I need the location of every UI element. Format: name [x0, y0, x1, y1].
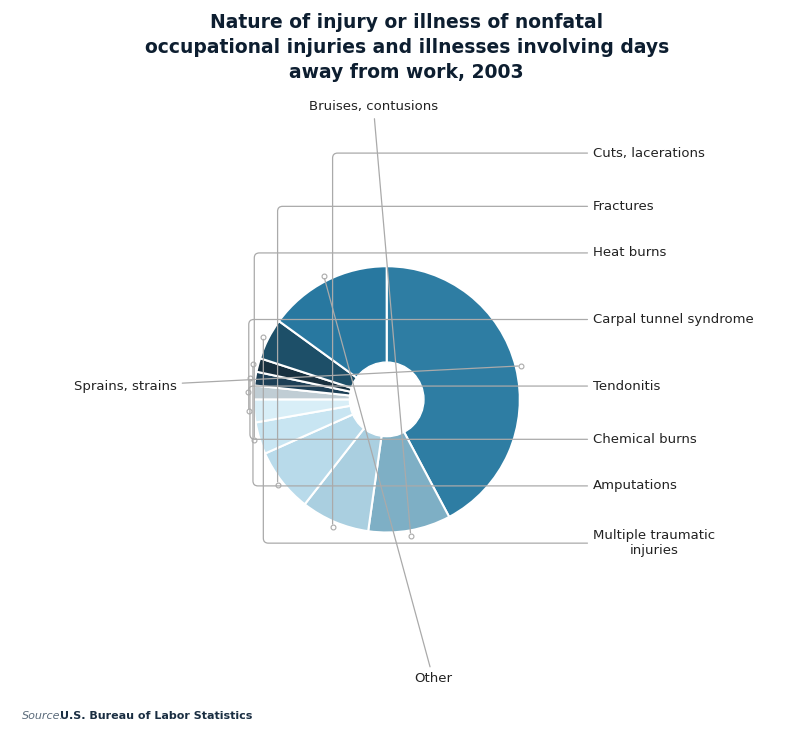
- Wedge shape: [254, 385, 386, 399]
- Text: Sprains, strains: Sprains, strains: [74, 366, 518, 393]
- Wedge shape: [305, 399, 386, 531]
- Wedge shape: [254, 372, 386, 399]
- Text: Heat burns: Heat burns: [254, 246, 666, 437]
- Text: Nature of injury or illness of nonfatal
occupational injuries and illnesses invo: Nature of injury or illness of nonfatal …: [145, 13, 669, 83]
- Text: Tendonitis: Tendonitis: [249, 379, 661, 393]
- Text: Chemical burns: Chemical burns: [250, 381, 697, 446]
- Wedge shape: [255, 399, 386, 454]
- Wedge shape: [254, 399, 386, 422]
- Text: Multiple traumatic
injuries: Multiple traumatic injuries: [263, 339, 715, 557]
- Text: Amputations: Amputations: [253, 366, 678, 492]
- Wedge shape: [260, 321, 386, 399]
- Text: U.S. Bureau of Labor Statistics: U.S. Bureau of Labor Statistics: [60, 711, 252, 721]
- Text: Fractures: Fractures: [278, 200, 654, 482]
- Wedge shape: [265, 399, 386, 504]
- Text: Other: Other: [325, 279, 452, 686]
- Circle shape: [350, 362, 424, 437]
- Wedge shape: [279, 266, 386, 399]
- Text: Source:: Source:: [22, 711, 65, 721]
- Text: Cuts, lacerations: Cuts, lacerations: [333, 147, 705, 524]
- Text: Bruises, contusions: Bruises, contusions: [309, 100, 438, 533]
- Wedge shape: [257, 358, 386, 399]
- Wedge shape: [386, 266, 520, 517]
- Text: Carpal tunnel syndrome: Carpal tunnel syndrome: [249, 313, 754, 409]
- Wedge shape: [368, 399, 449, 533]
